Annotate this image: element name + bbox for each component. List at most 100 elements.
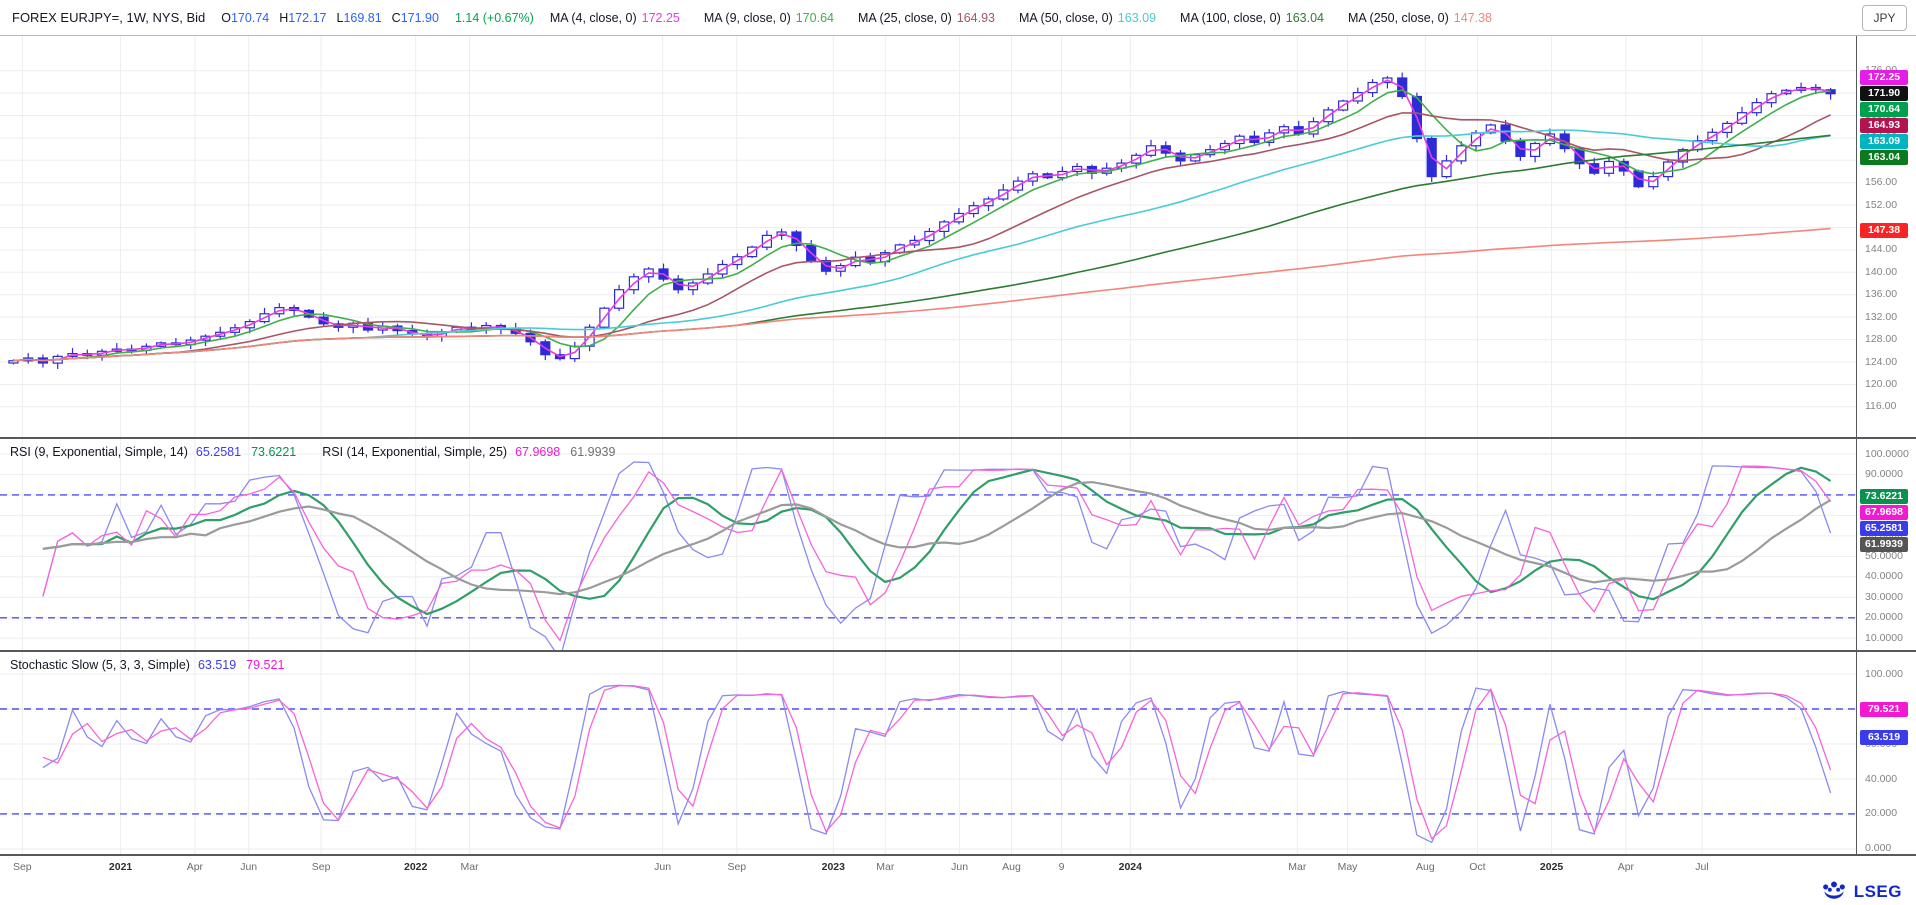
- ma-legend-item[interactable]: MA (50, close, 0) 163.09: [1019, 11, 1156, 25]
- stochastic-legend-label: Stochastic Slow (5, 3, 3, Simple): [10, 658, 190, 672]
- ma-legend-label: MA (9, close, 0): [703, 10, 791, 25]
- rsi-legend-value: 67.9698: [515, 445, 561, 459]
- time-axis-label: 2025: [1539, 861, 1564, 873]
- pane-separator[interactable]: [0, 650, 1916, 652]
- rsi-legend-values: 67.9698 61.9939: [515, 445, 615, 459]
- ma-legend-label: MA (100, close, 0): [1180, 10, 1281, 25]
- axis-price-badge: 73.6221: [1860, 489, 1908, 505]
- quote-field-label: O: [221, 10, 231, 25]
- rsi-legend-value: 65.2581: [195, 445, 242, 459]
- stochastic-legend-values: 63.519 79.521: [198, 658, 284, 672]
- axis-tick-label: 40.0000: [1865, 570, 1903, 583]
- price-axis[interactable]: 176.00172.00168.00164.00160.00156.00152.…: [1856, 36, 1916, 437]
- ma-legend-item[interactable]: MA (4, close, 0) 172.25: [550, 11, 680, 25]
- quote-item: L 169.81: [336, 11, 381, 25]
- axis-price-badge: 172.25: [1860, 69, 1908, 85]
- stochastic-pane[interactable]: Stochastic Slow (5, 3, 3, Simple) 63.519 7…: [0, 652, 1916, 854]
- time-axis-label: 9: [1058, 861, 1065, 873]
- ma-legend-value: 163.04: [1285, 10, 1325, 25]
- time-axis-label: Mar: [876, 861, 895, 873]
- axis-tick-label: 156.00: [1865, 176, 1898, 189]
- price-pane-canvas[interactable]: [0, 36, 1856, 437]
- quote-item: C 171.90: [392, 11, 439, 25]
- ma-legend-label: MA (250, close, 0): [1348, 10, 1449, 25]
- ma-legend-item[interactable]: MA (100, close, 0) 163.04: [1180, 11, 1324, 25]
- axis-price-badge: 61.9939: [1860, 537, 1908, 553]
- quote-field-label: L: [336, 10, 344, 25]
- ma-legend-group: MA (4, close, 0) 172.25 MA (9, close, 0) 17…: [550, 11, 1492, 25]
- ma-legend-item[interactable]: MA (9, close, 0) 170.64: [704, 11, 834, 25]
- time-axis-label: 2022: [404, 861, 428, 873]
- ma-legend-item[interactable]: MA (25, close, 0) 164.93: [858, 11, 995, 25]
- axis-tick-label: 20.0000: [1865, 611, 1903, 624]
- axis-tick-label: 128.00: [1865, 333, 1898, 346]
- rsi-legend-item[interactable]: RSI (14, Exponential, Simple, 25) 67.9698…: [322, 445, 615, 459]
- time-axis-label: Sep: [12, 861, 32, 873]
- axis-price-badge: 171.90: [1860, 85, 1908, 101]
- time-axis-label: Apr: [1617, 861, 1635, 873]
- time-axis-label: Sep: [311, 861, 331, 873]
- rsi-pane-canvas[interactable]: [0, 439, 1856, 661]
- stochastic-legend-value: 79.521: [246, 658, 285, 672]
- currency-label: JPY: [1873, 11, 1896, 25]
- rsi-axis[interactable]: 100.000090.000080.000070.000060.000050.0…: [1856, 439, 1916, 650]
- pane-separator: [0, 854, 1916, 856]
- rsi-pane[interactable]: RSI (9, Exponential, Simple, 14) 65.2581 7…: [0, 439, 1916, 661]
- ma-legend-value: 170.64: [795, 10, 834, 25]
- axis-price-badge: 163.04: [1860, 149, 1908, 165]
- quote-item: H 172.17: [279, 11, 326, 25]
- axis-tick-label: 30.0000: [1865, 590, 1903, 603]
- time-axis-label: Mar: [1288, 861, 1307, 873]
- ma-legend-item[interactable]: MA (250, close, 0) 147.38: [1348, 11, 1492, 25]
- axis-tick-label: 124.00: [1865, 355, 1898, 368]
- time-axis-label: 2024: [1118, 861, 1142, 873]
- pane-separator[interactable]: [0, 437, 1916, 439]
- stochastic-axis[interactable]: 100.00080.00060.00040.00020.0000.00079.5…: [1856, 652, 1916, 854]
- axis-tick-label: 100.000: [1865, 667, 1903, 680]
- rsi-chart-svg[interactable]: [0, 439, 1856, 661]
- axis-tick-label: 20.000: [1865, 807, 1898, 820]
- axis-price-badge: 65.2581: [1860, 521, 1908, 537]
- time-axis-label: Jun: [654, 861, 672, 873]
- axis-price-badge: 67.9698: [1860, 505, 1908, 521]
- axis-price-badge: 147.38: [1860, 223, 1908, 238]
- rsi-legend-item[interactable]: RSI (9, Exponential, Simple, 14) 65.2581 7…: [10, 445, 296, 459]
- axis-tick-label: 10.0000: [1865, 631, 1903, 644]
- axis-tick-label: 132.00: [1865, 310, 1898, 323]
- stochastic-legend: Stochastic Slow (5, 3, 3, Simple) 63.519 7…: [10, 658, 284, 672]
- currency-button[interactable]: JPY: [1862, 5, 1907, 31]
- time-axis-label: Jun: [240, 861, 258, 873]
- quote-field-value: 169.81: [343, 10, 382, 25]
- ma-legend-label: MA (50, close, 0): [1019, 10, 1113, 25]
- time-axis-label: Oct: [1469, 861, 1486, 873]
- time-axis-label: Sep: [727, 861, 747, 873]
- time-axis-label: May: [1337, 861, 1358, 873]
- stochastic-legend-item[interactable]: Stochastic Slow (5, 3, 3, Simple) 63.519 7…: [10, 658, 284, 672]
- change-value: 1.14 (+0.67%): [454, 10, 534, 25]
- quote-field-value: 172.17: [288, 10, 327, 25]
- chart-legend-bar: FOREX EURJPY=, 1W, NYS, Bid O 170.74 H 172.…: [0, 0, 1916, 36]
- footer-bar: LSEG: [0, 878, 1916, 905]
- rsi-legend-label: RSI (14, Exponential, Simple, 25): [322, 445, 508, 459]
- rsi-legend-value: 73.6221: [251, 445, 297, 459]
- price-chart-svg[interactable]: [0, 36, 1856, 437]
- stochastic-pane-canvas[interactable]: [0, 652, 1856, 854]
- rsi-legend: RSI (9, Exponential, Simple, 14) 65.2581 7…: [10, 445, 615, 459]
- stochastic-chart-svg[interactable]: [0, 652, 1856, 854]
- price-pane[interactable]: 176.00172.00168.00164.00160.00156.00152.…: [0, 36, 1916, 437]
- time-axis-label: 2021: [108, 861, 133, 873]
- axis-price-badge: 79.521: [1860, 701, 1908, 717]
- axis-tick-label: 40.000: [1865, 772, 1898, 785]
- symbol-title[interactable]: FOREX EURJPY=, 1W, NYS, Bid: [12, 10, 206, 25]
- rsi-legend-label: RSI (9, Exponential, Simple, 14): [10, 445, 188, 459]
- axis-tick-label: 120.00: [1865, 377, 1898, 390]
- ma-legend-value: 163.09: [1117, 10, 1157, 25]
- axis-tick-label: 90.0000: [1865, 467, 1903, 480]
- quote-field-value: 171.90: [400, 10, 439, 25]
- lseg-brand-text: LSEG: [1853, 881, 1902, 901]
- axis-price-badge: 163.09: [1860, 133, 1908, 149]
- axis-tick-label: 140.00: [1865, 265, 1898, 278]
- time-axis[interactable]: Sep 2021 Apr Jun Sep 2022 Mar Jun Sep 2023 Mar Jun A…: [0, 856, 1916, 882]
- quote-field-label: C: [391, 10, 401, 25]
